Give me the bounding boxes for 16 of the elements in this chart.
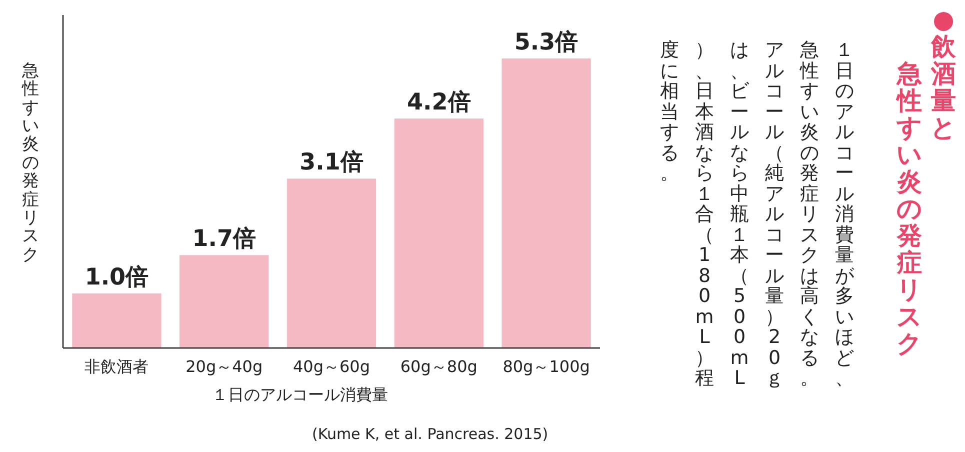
data-label: 3.1倍 [300,150,364,176]
text: 急性すい炎の発症リスク [896,59,922,358]
x-tick-label: 80g～100g [502,357,590,376]
x-tick-label: 40g～60g [292,357,370,376]
data-label: 1.7倍 [192,226,256,252]
data-label: 5.3倍 [514,29,578,56]
x-tick-label: 60g～80g [400,357,478,376]
x-tick-label: 非飲酒者 [84,357,149,376]
text: (Kume K, et al. Pancreas. 2015) [312,425,548,443]
x-axis-title: １日のアルコール消費量 [212,385,388,404]
x-tick-label: 20g～40g [186,357,263,376]
data-label: 1.0倍 [84,264,149,290]
text: ●飲酒量と [930,5,957,142]
text: １日のアルコール消費量が多いほど、急性すい炎の発症リスクは高くなる。アルコール（純アルコール量）20ｇは、ビールなら中瓶１本（500mL）、日本酒なら１合（180mL）程度に相当する。 [660,39,854,390]
data-label: 4.2倍 [407,90,471,116]
text: 急性すい炎の発症リスク [22,61,39,265]
